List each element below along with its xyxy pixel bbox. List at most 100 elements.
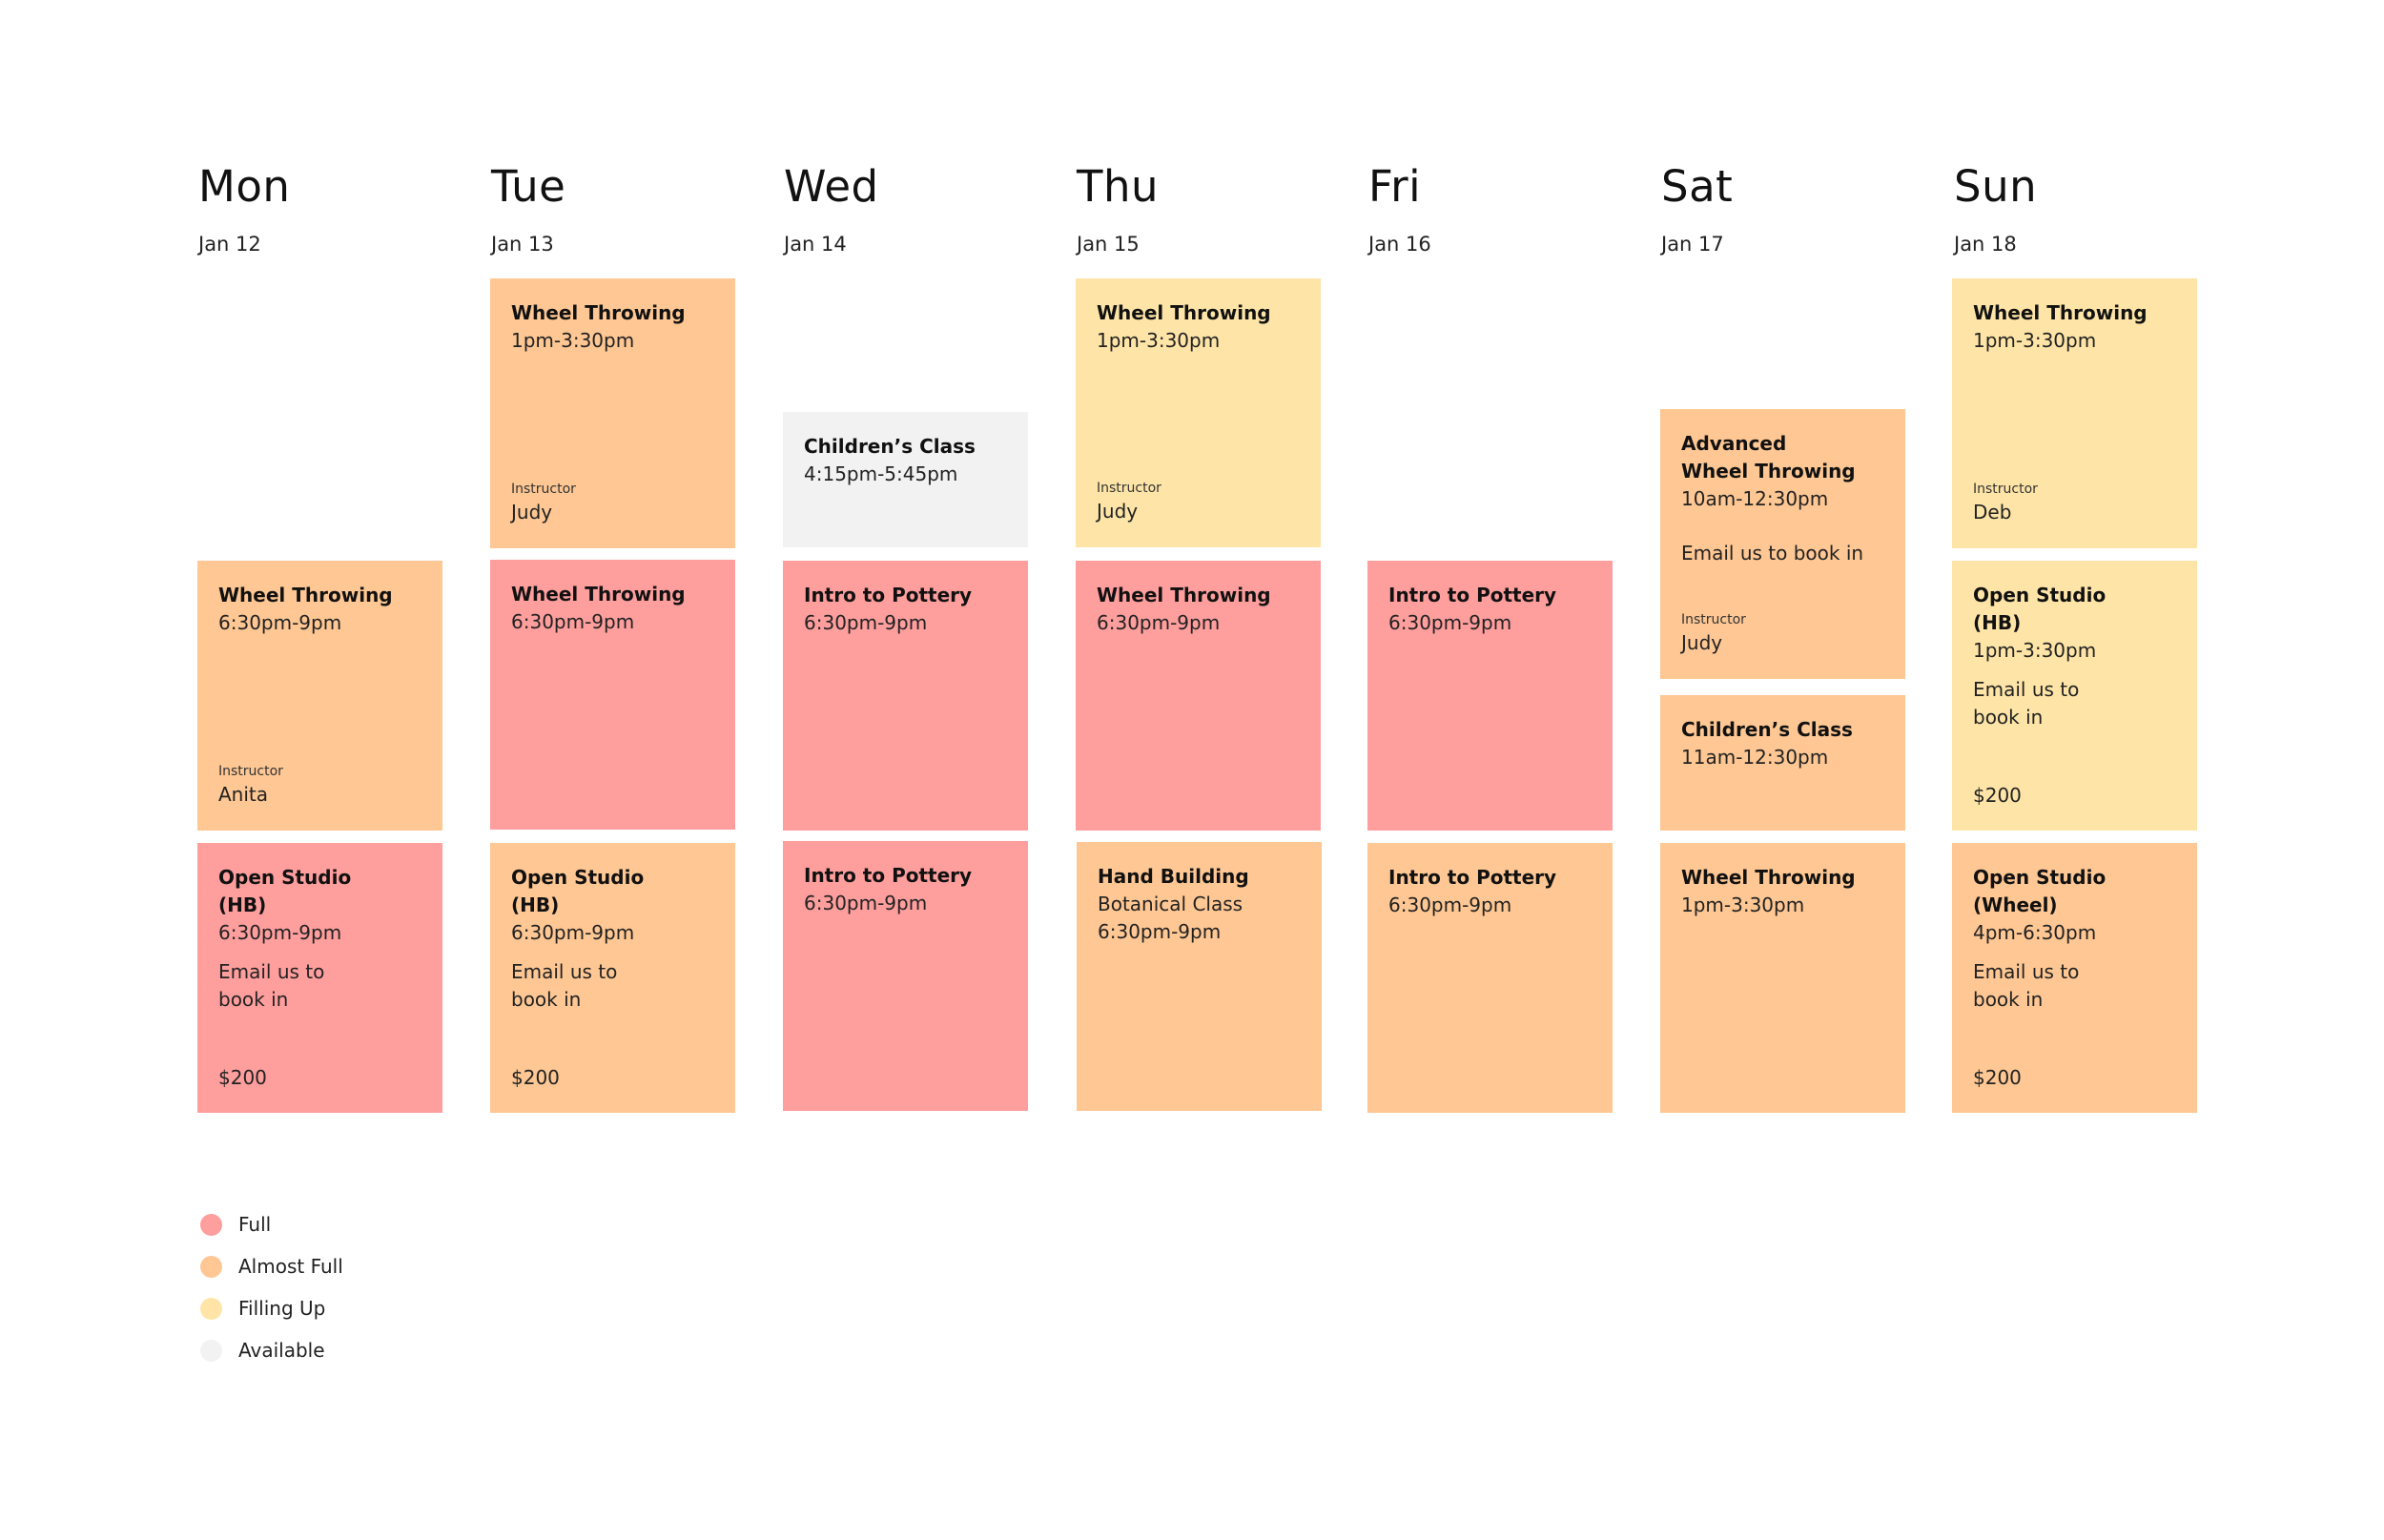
event-title: Wheel Throwing xyxy=(1681,866,1856,889)
event-time: 4:15pm-5:45pm xyxy=(804,462,958,485)
event-title: Wheel Throwing xyxy=(511,301,686,324)
day-name: Thu xyxy=(1077,161,1160,212)
event-title: Intro to Pottery xyxy=(1388,866,1557,889)
event-title: Open Studio (Wheel) xyxy=(1973,866,2107,916)
event-title: Wheel Throwing xyxy=(511,583,686,606)
event-card[interactable]: Intro to Pottery 6:30pm-9pm xyxy=(1367,843,1613,1113)
event-card[interactable]: Wheel Throwing 6:30pm-9pm xyxy=(1076,561,1321,831)
event-time: 6:30pm-9pm xyxy=(804,892,928,914)
event-instructor: Instructor Deb xyxy=(1973,481,2038,524)
event-subtitle: Botanical Class xyxy=(1098,893,1243,915)
instructor-label: Instructor xyxy=(1681,612,1746,627)
event-card[interactable]: Intro to Pottery 6:30pm-9pm xyxy=(1367,561,1613,831)
event-card[interactable]: Hand Building Botanical Class 6:30pm-9pm xyxy=(1077,842,1322,1111)
event-time: 6:30pm-9pm xyxy=(511,610,635,633)
event-title: Wheel Throwing xyxy=(218,584,393,606)
instructor-label: Instructor xyxy=(511,482,576,497)
day-header-tue: Tue Jan 13 xyxy=(491,160,739,257)
event-card[interactable]: Wheel Throwing 1pm-3:30pm Instructor Jud… xyxy=(490,278,735,548)
instructor-label: Instructor xyxy=(218,764,283,779)
event-title: Hand Building xyxy=(1098,865,1249,888)
day-header-wed: Wed Jan 14 xyxy=(784,160,1032,257)
event-time: 1pm-3:30pm xyxy=(1973,329,2097,352)
instructor-name: Anita xyxy=(218,783,269,806)
instructor-name: Judy xyxy=(1681,631,1723,654)
instructor-name: Deb xyxy=(1973,501,2012,524)
day-header-sun: Sun Jan 18 xyxy=(1954,160,2202,257)
event-title: Wheel Throwing xyxy=(1973,301,2148,324)
event-card[interactable]: Open Studio (HB) 6:30pm-9pm Email us to … xyxy=(197,843,442,1113)
day-name: Sat xyxy=(1661,161,1734,212)
day-date: Jan 14 xyxy=(784,233,847,256)
event-time: 1pm-3:30pm xyxy=(1973,639,2097,662)
event-time: 4pm-6:30pm xyxy=(1973,921,2097,944)
event-card[interactable]: Intro to Pottery 6:30pm-9pm xyxy=(783,841,1028,1111)
event-title: Open Studio (HB) xyxy=(1973,584,2107,634)
event-time: 6:30pm-9pm xyxy=(1098,920,1222,943)
day-name: Mon xyxy=(198,161,291,212)
legend-item-full: Full xyxy=(200,1203,343,1245)
event-price: $200 xyxy=(511,1066,560,1089)
event-card[interactable]: Wheel Throwing 1pm-3:30pm Instructor Jud… xyxy=(1076,278,1321,547)
event-card[interactable]: Open Studio (HB) 1pm-3:30pm Email us to … xyxy=(1952,561,2197,831)
event-note: Email us to book in xyxy=(218,960,325,1011)
status-dot xyxy=(200,1297,222,1320)
event-time: 1pm-3:30pm xyxy=(1097,329,1221,352)
event-time: 6:30pm-9pm xyxy=(1097,611,1221,634)
day-date: Jan 13 xyxy=(491,233,554,256)
event-card[interactable]: Children’s Class 4:15pm-5:45pm xyxy=(783,412,1028,547)
event-card[interactable]: Advanced Wheel Throwing 10am-12:30pm Ema… xyxy=(1660,409,1905,679)
day-header-mon: Mon Jan 12 xyxy=(198,160,446,257)
event-title: Intro to Pottery xyxy=(804,864,973,887)
event-time: 1pm-3:30pm xyxy=(1681,893,1805,916)
event-card[interactable]: Wheel Throwing 1pm-3:30pm xyxy=(1660,843,1905,1113)
event-time: 11am-12:30pm xyxy=(1681,746,1829,769)
event-card[interactable]: Wheel Throwing 6:30pm-9pm Instructor Ani… xyxy=(197,561,442,831)
event-title: Intro to Pottery xyxy=(804,584,973,606)
day-header-fri: Fri Jan 16 xyxy=(1368,160,1616,257)
event-instructor: Instructor Anita xyxy=(218,763,283,807)
instructor-name: Judy xyxy=(511,501,553,524)
event-note: Email us to book in xyxy=(511,960,618,1011)
event-time: 6:30pm-9pm xyxy=(218,921,342,944)
event-card[interactable]: Intro to Pottery 6:30pm-9pm xyxy=(783,561,1028,831)
day-date: Jan 17 xyxy=(1661,233,1724,256)
legend-label: Available xyxy=(238,1339,325,1362)
event-note: Email us to book in xyxy=(1973,678,2080,729)
event-title: Open Studio (HB) xyxy=(218,866,352,916)
event-note: Email us to book in xyxy=(1973,960,2080,1011)
event-time: 6:30pm-9pm xyxy=(804,611,928,634)
instructor-label: Instructor xyxy=(1973,482,2038,497)
legend-item-almost-full: Almost Full xyxy=(200,1245,343,1287)
event-title: Wheel Throwing xyxy=(1097,301,1271,324)
day-date: Jan 18 xyxy=(1954,233,2017,256)
event-card[interactable]: Wheel Throwing 1pm-3:30pm Instructor Deb xyxy=(1952,278,2197,548)
event-time: 10am-12:30pm xyxy=(1681,487,1829,510)
event-title: Advanced Wheel Throwing xyxy=(1681,432,1856,483)
instructor-label: Instructor xyxy=(1097,481,1161,496)
event-time: 6:30pm-9pm xyxy=(1388,893,1512,916)
status-dot xyxy=(200,1213,222,1236)
event-instructor: Instructor Judy xyxy=(1681,611,1746,655)
event-time: 6:30pm-9pm xyxy=(511,921,635,944)
event-card[interactable]: Open Studio (Wheel) 4pm-6:30pm Email us … xyxy=(1952,843,2197,1113)
event-card[interactable]: Children’s Class 11am-12:30pm xyxy=(1660,695,1905,831)
day-date: Jan 15 xyxy=(1077,233,1140,256)
legend-label: Full xyxy=(238,1213,272,1236)
event-note: Email us to book in xyxy=(1681,542,1864,565)
day-name: Fri xyxy=(1368,161,1422,212)
event-title: Wheel Throwing xyxy=(1097,584,1271,606)
day-name: Wed xyxy=(784,161,879,212)
event-instructor: Instructor Judy xyxy=(1097,480,1161,524)
event-title: Open Studio (HB) xyxy=(511,866,645,916)
day-header-sat: Sat Jan 17 xyxy=(1661,160,1909,257)
day-date: Jan 12 xyxy=(198,233,261,256)
event-price: $200 xyxy=(1973,784,2022,807)
event-title: Children’s Class xyxy=(1681,718,1853,741)
event-card[interactable]: Open Studio (HB) 6:30pm-9pm Email us to … xyxy=(490,843,735,1113)
event-card[interactable]: Wheel Throwing 6:30pm-9pm xyxy=(490,560,735,830)
event-title: Intro to Pottery xyxy=(1388,584,1557,606)
legend-item-available: Available xyxy=(200,1329,343,1371)
status-legend: Full Almost Full Filling Up Available xyxy=(200,1203,343,1371)
event-title: Children’s Class xyxy=(804,435,976,458)
